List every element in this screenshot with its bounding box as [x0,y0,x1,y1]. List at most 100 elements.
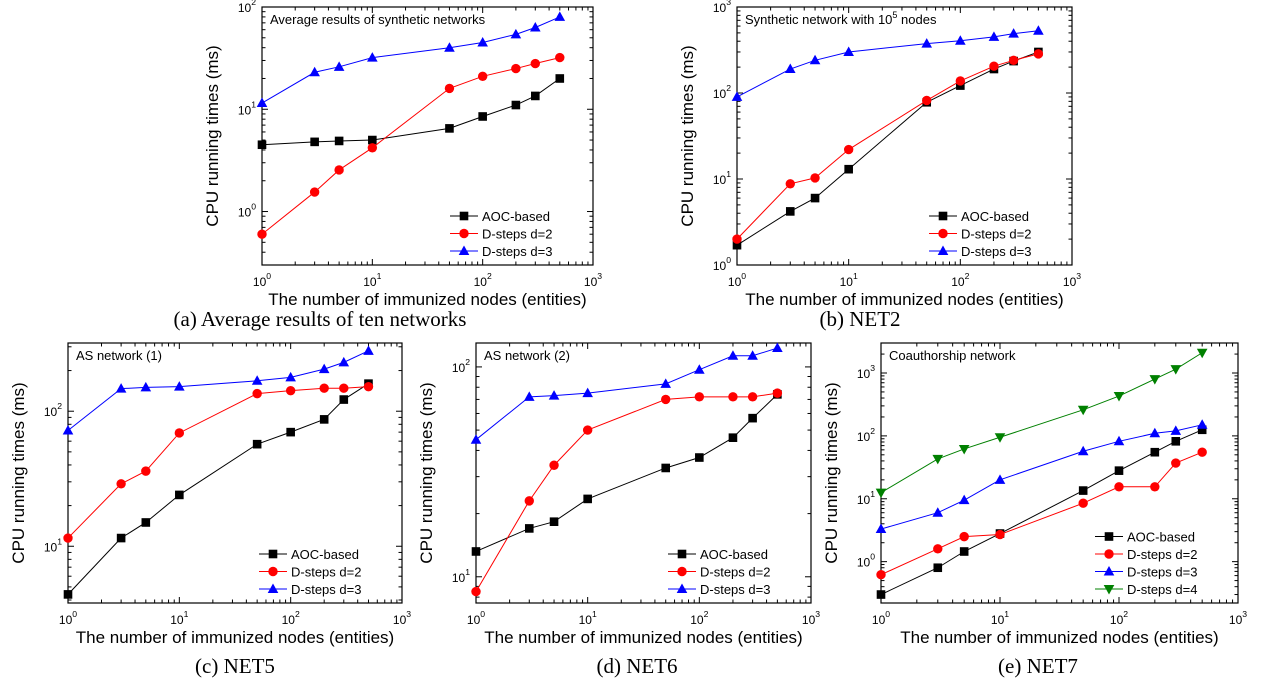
data-point [694,364,705,374]
data-point [694,392,705,402]
data-point [933,544,943,554]
caption-b: (b) NET2 [819,307,901,331]
series-1 [876,447,1207,580]
data-point [257,229,267,239]
data-point [319,415,329,424]
data-point [530,58,541,69]
x-tick-label: 102 [1110,609,1128,627]
data-point [1170,365,1182,375]
caption-e: (e) NET7 [998,654,1078,678]
data-point [285,371,296,382]
data-point [1077,445,1089,456]
data-point [958,444,970,455]
data-point [843,144,854,155]
legend-marker [1104,532,1114,541]
y-tick-label: 102 [452,357,470,375]
series-line [475,393,778,552]
data-point [1114,466,1124,475]
series-2 [470,342,783,444]
y-tick-label: 102 [238,0,256,15]
data-point [333,61,345,71]
data-point [368,135,377,145]
data-point [843,46,854,56]
data-point [1078,498,1088,508]
x-tick-label: 102 [690,609,708,627]
data-point [959,531,969,542]
series-line [880,424,1203,530]
data-point [732,234,742,244]
data-point [784,63,796,74]
legend-item: D-steps d=3 [668,582,770,597]
y-tick-label: 102 [857,426,875,444]
panel-title: Average results of synthetic networks [270,12,486,27]
data-point [731,91,743,101]
data-point [511,63,521,74]
legend-marker [1104,549,1114,559]
data-point [252,439,262,449]
data-point [1197,447,1207,457]
series-2 [62,345,374,435]
data-point [63,533,73,543]
data-point [1149,427,1161,438]
data-point [748,413,757,423]
data-point [785,179,795,189]
x-tick-label: 103 [1229,609,1247,627]
series-line [880,352,1203,494]
data-point [1077,405,1089,416]
x-tick-label: 100 [872,609,890,627]
data-point [339,395,349,404]
data-point [531,91,540,101]
legend-marker [1103,585,1115,595]
data-point [310,137,319,147]
data-point [334,136,344,146]
legend-marker [677,566,687,577]
series-line [261,78,561,146]
data-point [1008,55,1019,66]
legend-item: AOC-based [1095,530,1195,545]
legend-item: AOC-based [259,547,359,562]
legend-item: D-steps d=3 [929,244,1031,259]
data-point [932,507,944,517]
data-point [747,392,758,402]
series-0 [471,390,782,556]
legend-marker [459,228,469,239]
data-point [1170,425,1182,435]
data-point [363,381,374,392]
legend-item: AOC-based [929,209,1029,224]
data-point [309,66,320,77]
data-point [1078,486,1088,495]
data-point [116,533,126,543]
data-point [1196,419,1208,429]
data-point [141,518,151,527]
data-point [994,433,1006,443]
data-point [1150,482,1160,492]
data-point [810,173,820,183]
data-point [695,453,704,462]
data-point [549,517,559,526]
plot-frame [261,6,594,266]
data-point [728,392,738,402]
data-point [772,342,783,353]
data-point [319,383,329,393]
data-point [728,433,738,442]
legend-marker [1103,566,1115,576]
legend-marker [267,583,279,593]
y-axis-label: CPU running times (ms) [822,382,841,563]
data-point [251,375,263,385]
x-tick-label: 101 [991,609,1009,627]
data-point [989,61,999,71]
x-axis-label: The number of immunized nodes (entities) [76,628,394,647]
data-point [1113,435,1125,446]
data-point [549,460,559,470]
legend-marker [458,245,470,255]
y-axis-label: CPU running times (ms) [417,382,436,563]
data-point [62,424,74,435]
legend-label: D-steps d=3 [700,582,770,597]
x-tick-label: 101 [363,271,381,289]
data-point [524,524,534,533]
data-point [444,83,455,94]
legend-label: AOC-based [961,209,1029,224]
data-point [256,97,268,108]
data-point [252,388,262,399]
